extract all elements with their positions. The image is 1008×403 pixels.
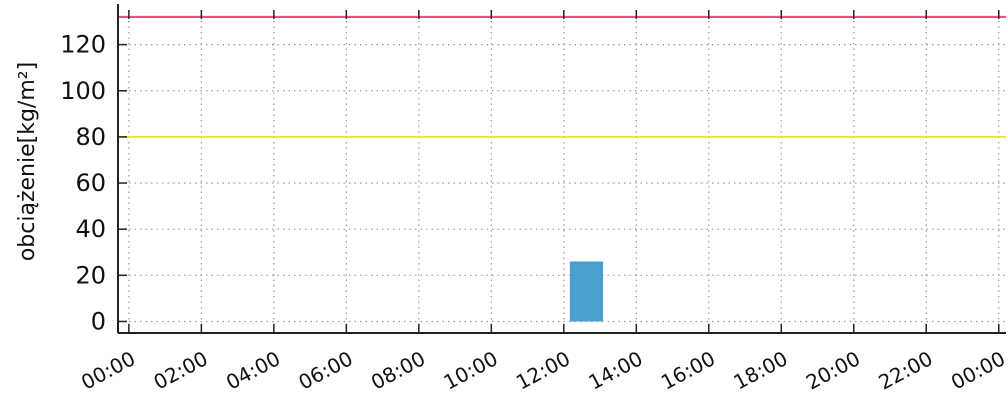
x-tick-label: 02:00 [150,346,212,394]
y-axis-label: obciążenie[kg/m²] [15,62,40,261]
bars [569,261,604,322]
y-tick-label: 120 [60,31,106,59]
y-tick-label: 20 [75,261,106,289]
grid-lines [118,10,1006,333]
x-tick-label: 16:00 [657,346,719,394]
bar [569,261,604,322]
x-tick-label: 20:00 [802,346,864,394]
y-tick-label: 80 [75,123,106,151]
x-tick-label: 08:00 [367,346,429,394]
axes [117,4,1006,334]
x-tick-label: 10:00 [440,346,502,394]
y-tick-label: 100 [60,77,106,105]
x-tick-label: 18:00 [729,346,791,394]
y-tick-label: 0 [91,307,106,335]
x-tick-label: 00:00 [947,346,1008,394]
x-tick-label: 14:00 [584,346,646,394]
reference-lines [118,15,1006,138]
y-tick-label: 40 [75,215,106,243]
x-tick-labels: 00:00 02:00 04:00 06:00 08:00 10:00 12:00 14:00… [77,346,1008,394]
y-tick-labels: 0 20 40 60 80 100 120 [60,31,106,336]
x-tick-label: 22:00 [874,346,936,394]
x-tick-label: 12:00 [512,346,574,394]
x-tick-label: 00:00 [77,346,139,394]
x-tick-label: 04:00 [222,346,284,394]
ticks [118,10,1000,333]
y-tick-label: 60 [75,169,106,197]
x-tick-label: 06:00 [295,346,357,394]
